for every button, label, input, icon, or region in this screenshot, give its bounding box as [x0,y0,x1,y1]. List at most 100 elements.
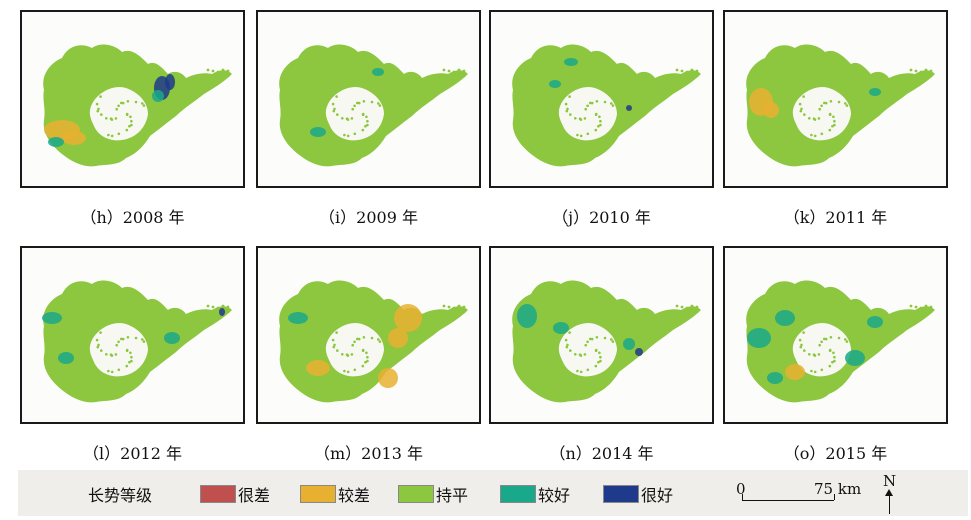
legend-swatch [603,485,639,503]
crop-pixel [121,101,125,105]
crop-pixel [799,109,803,113]
crop-pixel [343,369,346,373]
crop-pixel [574,117,577,120]
growth-class-patch [306,360,330,376]
crop-pixel [812,117,816,120]
crop-pixel [447,74,451,78]
crop-pixel [820,132,824,136]
crop-pixel [810,369,813,373]
legend-swatch [200,485,236,503]
crop-growth-map [43,44,232,167]
crop-pixel [356,101,359,105]
crop-pixel [110,370,114,374]
crop-pixel [442,304,446,308]
crop-pixel [105,353,108,356]
crop-pixel [353,104,356,108]
crop-pixel [695,69,699,73]
legend-label: 持平 [436,486,469,505]
crop-pixel [97,343,100,347]
crop-pixel [578,117,582,120]
growth-class-patch [310,127,326,137]
crop-pixel [361,128,365,132]
crop-pixel [462,74,466,78]
growth-class-patch [549,80,561,88]
growth-class-patch [867,316,883,328]
crop-pixel [833,119,836,123]
growth-class-patch [626,105,632,111]
panel-caption: （m）2013 年 [314,444,423,463]
crop-pixel [130,359,133,363]
crop-pixel [817,117,821,120]
crop-pixel [584,107,587,111]
crop-pixel [685,75,689,79]
panel-caption: （j）2010 年 [552,208,651,227]
crop-pixel [96,345,100,349]
crop-pixel [810,133,813,137]
crop-pixel [110,134,114,138]
crop-pixel [128,360,131,364]
legend-swatch [300,485,336,503]
crop-pixel [798,338,802,342]
crop-pixel [583,117,587,120]
map-panel: （n）2014 年 [489,246,714,463]
crop-pixel [610,338,613,341]
crop-pixel [808,353,811,356]
crop-pixel [333,107,336,111]
crop-pixel [569,349,572,352]
crop-pixel [594,128,598,132]
crop-pixel [95,102,99,106]
crop-pixel [914,310,918,314]
crop-pixel [452,306,456,310]
scale-zero-label: 0 [736,480,746,498]
non-crop-area [558,86,617,141]
crop-pixel [216,306,220,310]
crop-pixel [603,336,607,340]
crop-pixel [117,104,120,108]
crop-pixel [584,343,587,347]
crop-pixel [206,304,210,308]
crop-pixel [115,107,118,111]
crop-pixel [130,355,133,359]
crop-pixel [333,343,336,347]
crop-pixel [924,76,928,80]
crop-pixel [909,68,913,72]
crop-pixel [357,337,361,341]
crop-pixel [216,75,220,79]
crop-pixel [462,310,466,314]
map-panel: （m）2013 年 [256,246,481,463]
crop-pixel [361,349,365,352]
crop-pixel [96,109,100,113]
crop-pixel [820,340,823,344]
crop-pixel [829,336,833,339]
crop-pixel [690,68,694,72]
crop-pixel [114,117,118,120]
non-crop-area [325,86,384,141]
crop-pixel [370,336,374,340]
crop-pixel [336,349,339,352]
crop-pixel [617,107,620,111]
crop-pixel [332,345,336,349]
crop-pixel [589,337,592,341]
crop-pixel [366,123,369,127]
legend-swatch [398,485,434,503]
crop-pixel [346,370,350,374]
crop-pixel [829,100,833,103]
crop-pixel [148,343,151,347]
legend-item-good: 较好 [500,482,570,505]
crop-pixel [675,304,679,308]
crop-pixel [802,95,805,98]
crop-pixel [590,101,594,105]
crop-pixel [565,345,569,349]
crop-pixel [599,355,602,359]
crop-pixel [341,353,344,356]
crop-pixel [675,68,679,72]
growth-class-patch [378,368,398,388]
scale-tick [742,494,743,500]
crop-pixel [457,76,461,80]
crop-pixel [914,305,918,309]
crop-pixel [929,310,933,314]
crop-pixel [919,311,923,315]
crop-pixel [800,107,803,111]
crop-pixel [346,134,350,138]
crop-pixel [361,113,365,116]
